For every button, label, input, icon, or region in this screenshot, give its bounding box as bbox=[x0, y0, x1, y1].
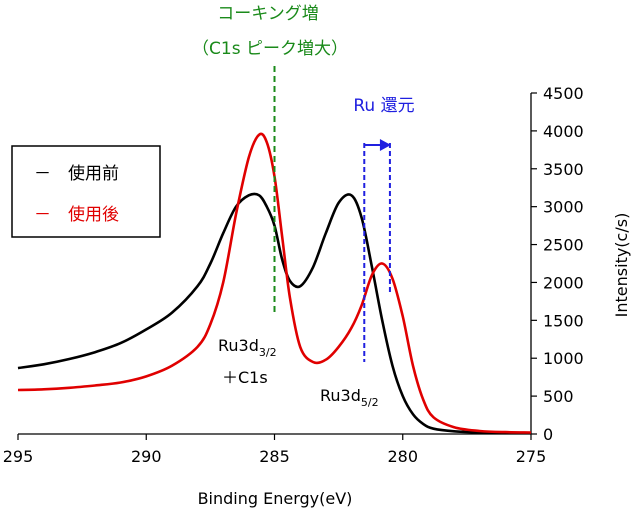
coking-annotation-line2: （C1s ピーク増大） bbox=[192, 39, 348, 59]
x-tick-label: 295 bbox=[3, 447, 34, 466]
ru-shift-arrowhead bbox=[379, 139, 391, 151]
legend-marker-before: － bbox=[34, 164, 51, 184]
x-tick-label: 285 bbox=[259, 447, 290, 466]
y-tick-label: 2000 bbox=[543, 273, 584, 292]
annotation-layer: コーキング増 （C1s ピーク増大） Ru 還元 Ru3d3/2 ＋C1s Ru… bbox=[192, 4, 415, 409]
y-tick-label: 3000 bbox=[543, 198, 584, 217]
x-tick-label: 280 bbox=[387, 447, 418, 466]
peak1-label-line2: ＋C1s bbox=[222, 368, 268, 387]
peak2-label: Ru3d5/2 bbox=[320, 386, 379, 409]
axes: 295 290 285 280 275 0 500 1000 1500 2000 2500 3000… bbox=[3, 84, 584, 466]
x-ticks: 295 290 285 280 275 bbox=[3, 434, 547, 466]
y-tick-label: 2500 bbox=[543, 236, 584, 255]
ru-reduction-annotation: Ru 還元 bbox=[353, 96, 414, 116]
y-tick-label: 3500 bbox=[543, 160, 584, 179]
y-tick-label: 1000 bbox=[543, 349, 584, 368]
legend-label-before: 使用前 bbox=[68, 163, 119, 184]
y-tick-label: 4000 bbox=[543, 122, 584, 141]
peak1-label: Ru3d3/2 bbox=[218, 336, 277, 359]
y-ticks: 0 500 1000 1500 2000 2500 3000 3500 4000 4500 bbox=[531, 84, 584, 444]
y-axis-title: Intensity(c/s) bbox=[612, 213, 631, 318]
y-tick-label: 0 bbox=[543, 425, 553, 444]
peak1-label-main: Ru3d bbox=[218, 336, 259, 355]
y-tick-label: 1500 bbox=[543, 311, 584, 330]
peak1-label-sub: 3/2 bbox=[259, 346, 277, 359]
series-line-before-use bbox=[17, 192, 532, 435]
peak2-label-main: Ru3d bbox=[320, 386, 361, 405]
coking-annotation-line1: コーキング増 bbox=[217, 4, 319, 24]
x-tick-label: 275 bbox=[516, 447, 547, 466]
series-line-after-use bbox=[17, 132, 532, 434]
legend-label-after: 使用後 bbox=[68, 204, 119, 225]
series-layer bbox=[17, 132, 532, 435]
x-tick-label: 290 bbox=[131, 447, 162, 466]
peak2-label-sub: 5/2 bbox=[361, 396, 379, 409]
legend-marker-after: － bbox=[34, 205, 51, 225]
y-tick-label: 4500 bbox=[543, 84, 584, 103]
y-tick-label: 500 bbox=[543, 387, 574, 406]
legend-box bbox=[11, 145, 161, 238]
x-axis-title: Binding Energy(eV) bbox=[198, 489, 353, 508]
legend: － 使用前 － 使用後 bbox=[11, 145, 161, 238]
